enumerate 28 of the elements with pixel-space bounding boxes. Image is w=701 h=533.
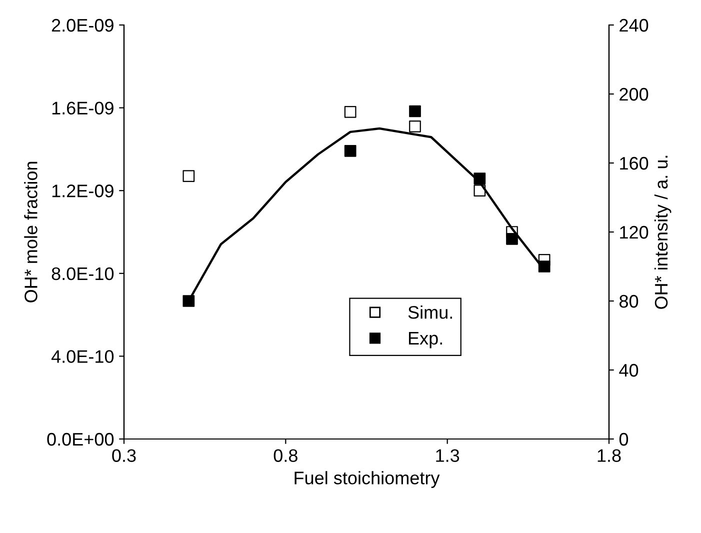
y-tick-label: 1.6E-09 (52, 102, 114, 115)
y-axis-title: OH* mole fraction (24, 162, 38, 302)
y-tick-label: 1.2E-09 (52, 184, 114, 198)
y2-tick-label: 120 (620, 226, 648, 239)
point (506, 232, 518, 245)
point (182, 295, 195, 307)
y-tick-label: 8.0E-10 (52, 267, 114, 280)
legend-label: Exp. (408, 332, 442, 348)
x-tick-label: 1.8 (598, 449, 621, 462)
y2-axis-title: OH* intensity / a. u. (654, 156, 672, 309)
y2-tick-label: 0 (619, 432, 628, 446)
y2-tick-label: 80 (620, 294, 638, 308)
y-tick-label: 0.0E+00 (47, 432, 114, 446)
y2-tick-label: 160 (620, 156, 648, 170)
point (538, 260, 550, 272)
y-tick-label: 4.0E-10 (51, 350, 114, 363)
y-tick-label: 2.0E-09 (52, 18, 114, 32)
point (474, 172, 486, 184)
y2-tick-label: 240 (620, 18, 648, 32)
legend-label: Simu. (408, 306, 452, 319)
point (409, 105, 421, 118)
x-axis-title: Fuel stoichiometry (294, 471, 440, 488)
x-tick-label: 0.8 (274, 449, 298, 462)
point (344, 144, 356, 157)
y2-tick-label: 200 (620, 88, 648, 101)
x-tick-label: 1.3 (436, 449, 460, 462)
x-tick-label: 0.3 (112, 449, 136, 462)
y2-tick-label: 40 (619, 364, 638, 377)
